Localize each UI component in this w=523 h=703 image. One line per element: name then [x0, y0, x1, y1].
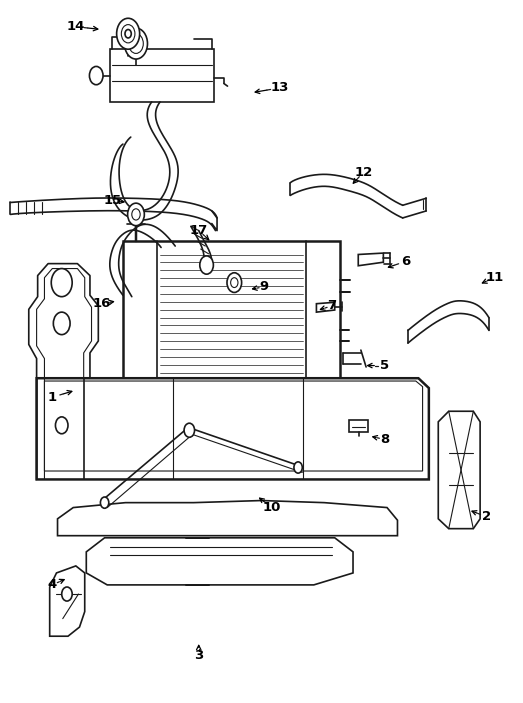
Circle shape [62, 587, 72, 601]
Text: 5: 5 [380, 359, 389, 372]
Polygon shape [438, 411, 480, 529]
Text: 9: 9 [259, 280, 269, 293]
Circle shape [227, 273, 242, 292]
Circle shape [100, 497, 109, 508]
Text: 15: 15 [104, 194, 121, 207]
Polygon shape [86, 538, 353, 585]
Polygon shape [316, 302, 335, 312]
Polygon shape [58, 501, 397, 536]
Text: 14: 14 [66, 20, 85, 33]
Text: 2: 2 [482, 510, 491, 523]
Polygon shape [123, 241, 340, 378]
Text: 8: 8 [380, 433, 389, 446]
Text: 11: 11 [485, 271, 503, 284]
Circle shape [53, 312, 70, 335]
Text: 1: 1 [48, 391, 57, 404]
Circle shape [51, 269, 72, 297]
Polygon shape [110, 49, 214, 102]
Text: 4: 4 [48, 579, 57, 591]
Text: 10: 10 [263, 501, 281, 514]
Polygon shape [37, 378, 429, 479]
Circle shape [89, 66, 103, 84]
Polygon shape [50, 566, 85, 636]
Circle shape [128, 203, 144, 226]
Text: 7: 7 [327, 299, 337, 312]
Text: 17: 17 [190, 224, 208, 237]
Text: 13: 13 [270, 82, 289, 94]
Text: 3: 3 [194, 649, 203, 662]
Circle shape [184, 423, 195, 437]
Text: 12: 12 [355, 166, 372, 179]
Polygon shape [349, 420, 368, 432]
Text: 16: 16 [93, 297, 111, 310]
Circle shape [117, 18, 140, 49]
Circle shape [294, 462, 302, 473]
Circle shape [55, 417, 68, 434]
Polygon shape [358, 253, 383, 266]
Text: 6: 6 [401, 255, 410, 268]
Circle shape [200, 256, 213, 274]
Circle shape [124, 28, 147, 59]
